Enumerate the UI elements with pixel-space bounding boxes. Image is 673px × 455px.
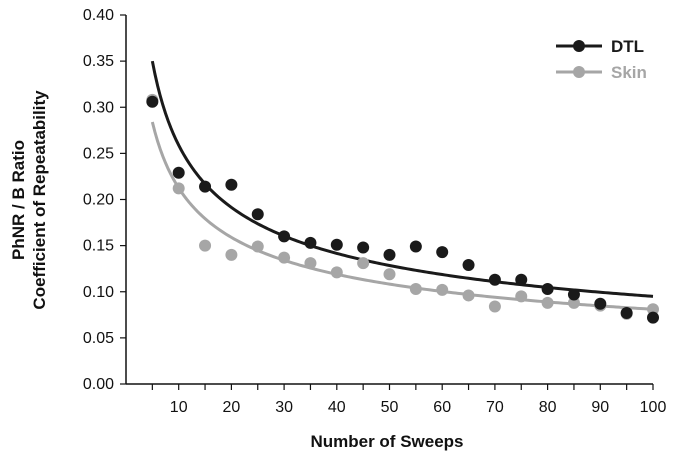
data-point-dtl [357, 241, 370, 254]
data-point-dtl [199, 180, 212, 193]
legend-label-dtl: DTL [611, 37, 644, 56]
data-point-dtl [146, 95, 159, 108]
y-tick-label: 0.15 [83, 238, 114, 255]
data-point-skin [436, 283, 449, 296]
data-point-skin [330, 266, 343, 279]
y-tick-label: 0.35 [83, 53, 114, 70]
data-point-dtl [620, 306, 633, 319]
data-point-skin [251, 240, 264, 253]
y-tick-label: 0.30 [83, 99, 114, 116]
x-tick-label: 70 [486, 399, 504, 416]
y-tick-label: 0.40 [83, 7, 114, 24]
x-tick-label: 100 [640, 399, 667, 416]
x-tick-label: 10 [170, 399, 188, 416]
data-point-skin [304, 257, 317, 270]
data-point-dtl [567, 288, 580, 301]
data-point-dtl [278, 230, 291, 243]
data-point-dtl [383, 248, 396, 261]
data-point-dtl [515, 273, 528, 286]
data-point-skin [647, 303, 659, 316]
data-point-skin [409, 282, 422, 295]
x-axis-title: Number of Sweeps [310, 432, 463, 451]
data-point-dtl [225, 178, 238, 191]
x-tick-label: 90 [591, 399, 609, 416]
data-point-dtl [647, 311, 659, 324]
data-point-skin [488, 300, 501, 313]
data-point-skin [541, 296, 554, 309]
y-tick-label: 0.25 [83, 145, 114, 162]
y-tick-label: 0.20 [83, 192, 114, 209]
x-tick-label: 20 [223, 399, 241, 416]
data-point-skin [515, 290, 528, 303]
y-tick-label: 0.10 [83, 284, 114, 301]
data-point-dtl [330, 238, 343, 251]
data-point-dtl [409, 240, 422, 253]
legend-entry-dtl: DTL [556, 37, 644, 56]
x-ticks: 10 20 30 40 50 60 70 80 90 100 [151, 384, 667, 416]
y-axis-title-line-1: PhNR / B Ratio [9, 140, 28, 260]
y-axis-title-line-2: Coefficient of Repeatability [30, 90, 49, 310]
data-points [146, 93, 659, 324]
data-point-dtl [462, 258, 475, 271]
y-tick-label: 0.00 [83, 376, 114, 393]
data-point-skin [225, 248, 238, 261]
data-point-skin [357, 257, 370, 270]
legend-entry-skin: Skin [556, 63, 647, 82]
data-point-skin [567, 296, 580, 309]
data-point-skin [462, 289, 475, 302]
fit-curve-dtl [150, 60, 654, 298]
fit-curve-skin [150, 121, 654, 311]
y-tick-label: 0.05 [83, 330, 114, 347]
data-point-skin [278, 251, 291, 264]
data-point-skin [199, 239, 212, 252]
y-ticks: 0.00 0.05 0.10 0.15 0.20 0.25 0.30 0.35 0.40 [83, 7, 126, 393]
data-point-dtl [304, 236, 317, 249]
data-point-dtl [172, 166, 185, 179]
x-tick-label: 40 [328, 399, 346, 416]
legend-label-skin: Skin [611, 63, 647, 82]
data-point-dtl [436, 246, 449, 259]
data-point-dtl [488, 273, 501, 286]
data-point-dtl [541, 282, 554, 295]
data-point-skin [172, 182, 185, 195]
x-tick-label: 50 [381, 399, 399, 416]
x-tick-label: 60 [433, 399, 451, 416]
data-point-dtl [594, 297, 607, 310]
x-tick-label: 80 [539, 399, 557, 416]
x-tick-label: 30 [275, 399, 293, 416]
data-point-skin [383, 268, 396, 281]
data-point-dtl [251, 208, 264, 221]
legend: DTL Skin [556, 37, 647, 82]
